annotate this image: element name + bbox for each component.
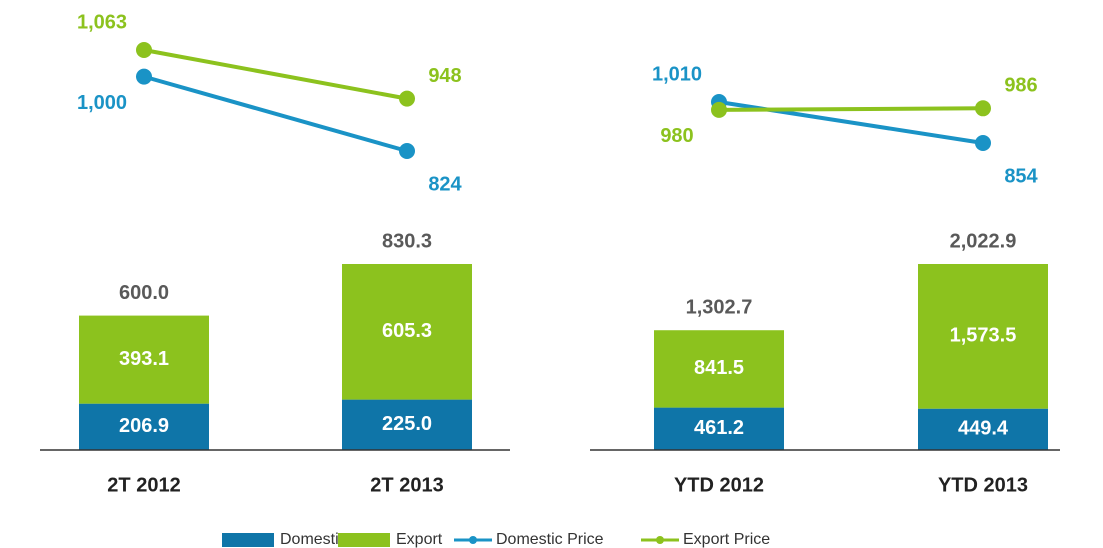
price-point [975, 135, 991, 151]
bar-value-label: 605.3 [382, 320, 432, 342]
legend-swatch-dot [656, 536, 664, 544]
price-line [143, 74, 408, 153]
price-label: 824 [428, 173, 462, 195]
legend-label: Domestic [280, 531, 347, 548]
total-label: 2,022.9 [950, 230, 1017, 252]
price-label: 980 [660, 125, 693, 147]
bar-segment [79, 315, 209, 404]
price-line [143, 48, 408, 101]
bar-segment [342, 399, 472, 450]
bar-segment [79, 403, 209, 450]
price-point [136, 42, 152, 58]
price-point [399, 143, 415, 159]
bar-value-label: 225.0 [382, 413, 432, 435]
price-label: 986 [1004, 75, 1037, 97]
bar-segment [654, 330, 784, 408]
category-label: 2T 2013 [370, 474, 443, 496]
category-label: YTD 2012 [674, 474, 764, 496]
bar-segment [342, 264, 472, 400]
price-label: 1,010 [652, 63, 702, 85]
total-label: 600.0 [119, 282, 169, 304]
price-point [399, 90, 415, 107]
legend-swatch [222, 533, 274, 547]
price-point [975, 100, 991, 117]
price-label: 948 [428, 65, 461, 87]
legend-label: Export [396, 531, 443, 548]
category-label: 2T 2012 [107, 474, 180, 496]
bar-value-label: 393.1 [119, 348, 169, 370]
bar-segment [918, 264, 1048, 409]
bar-value-label: 461.2 [694, 417, 744, 439]
price-point [136, 68, 152, 85]
price-line [718, 106, 984, 112]
price-label: 1,000 [77, 92, 127, 114]
bar-value-label: 841.5 [694, 357, 744, 379]
bar-value-label: 449.4 [958, 418, 1009, 440]
category-label: YTD 2013 [938, 474, 1028, 496]
total-label: 830.3 [382, 230, 432, 252]
legend-label: Export Price [683, 531, 770, 548]
price-label: 854 [1004, 165, 1038, 187]
total-label: 1,302.7 [686, 297, 753, 319]
bar-value-label: 206.9 [119, 415, 169, 437]
bar-segment [918, 408, 1048, 450]
price-label: 1,063 [77, 11, 127, 33]
price-point [711, 101, 727, 118]
legend-label: Domestic Price [496, 531, 604, 548]
legend-swatch [338, 533, 390, 547]
legend-swatch-dot [469, 536, 477, 544]
bar-segment [654, 407, 784, 450]
bar-value-label: 1,573.5 [950, 325, 1017, 347]
